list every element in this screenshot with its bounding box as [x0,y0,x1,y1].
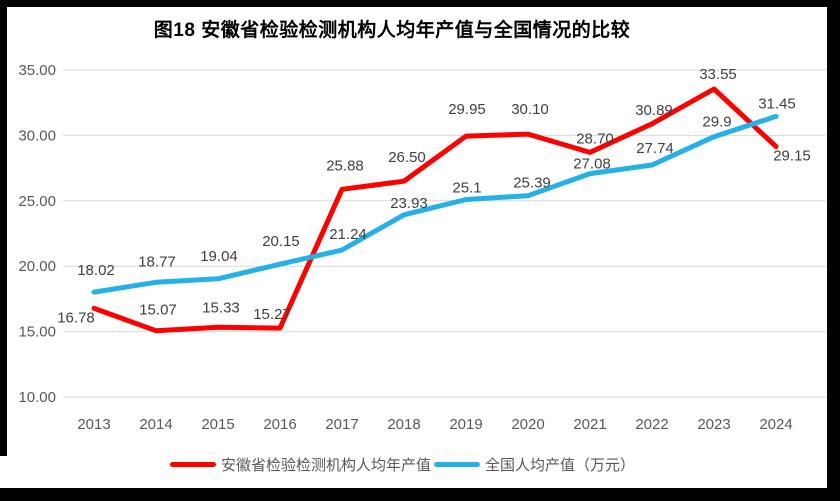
data-label: 29.95 [448,101,486,118]
series-line-1 [91,113,779,295]
x-tick-label: 2018 [387,416,420,433]
y-tick-label: 30.00 [18,127,56,144]
legend-label-anhui: 安徽省检验检测机构人均年产值 [221,456,432,474]
series-line-0 [91,86,779,334]
frame-top-border [0,0,840,7]
x-tick-label: 2023 [697,416,730,433]
legend-label-national: 全国人均产值（万元） [485,456,636,474]
data-label: 19.04 [200,248,238,265]
data-label: 33.55 [699,66,737,83]
data-label: 15.27 [253,306,291,323]
x-tick-label: 2016 [263,416,296,433]
data-label: 15.33 [202,299,240,316]
data-label: 21.24 [329,226,367,243]
data-label: 29.9 [702,114,731,131]
legend-item-anhui: 安徽省检验检测机构人均年产值 [170,454,431,475]
chart-title: 图18 安徽省检验检测机构人均年产值与全国情况的比较 [153,20,631,41]
data-label: 20.15 [262,233,300,250]
x-axis-labels: 2013 2014 2015 2016 2017 2018 2019 2020 2021 2022… [77,416,792,433]
data-label: 16.78 [57,309,95,326]
x-tick-label: 2019 [449,416,482,433]
data-label: 25.88 [326,157,364,174]
data-labels-series-0: 16.78 15.07 15.33 15.27 25.88 26.50 29.95 30.10… [57,66,811,326]
chart-legend: 安徽省检验检测机构人均年产值 全国人均产值（万元） [170,454,635,475]
y-tick-label: 10.00 [18,389,56,406]
data-label: 25.1 [452,179,481,196]
data-label: 27.08 [573,156,611,173]
x-tick-label: 2021 [573,416,606,433]
data-label: 25.39 [513,175,551,192]
x-tick-label: 2020 [511,416,544,433]
data-label: 26.50 [388,149,426,166]
data-label: 18.02 [77,262,115,279]
data-label: 31.45 [758,95,796,112]
legend-item-national: 全国人均产值（万元） [434,454,635,475]
data-label: 15.07 [139,302,177,319]
x-tick-label: 2013 [77,416,110,433]
frame-left-border [0,0,7,456]
data-label: 23.93 [390,195,428,212]
anhui-line-swatch-icon [170,461,216,467]
x-tick-label: 2024 [759,416,792,433]
x-tick-label: 2022 [635,416,668,433]
data-label: 28.70 [576,130,614,147]
y-tick-label: 35.00 [18,62,56,79]
frame-right-border [827,0,840,501]
data-label: 27.74 [636,140,674,157]
x-tick-label: 2014 [139,416,172,433]
data-labels-series-1: 18.02 18.77 19.04 20.15 21.24 23.93 25.1 25.39 2… [77,95,796,279]
national-line-swatch-icon [434,461,481,467]
data-label: 30.10 [511,101,549,118]
y-tick-label: 20.00 [18,258,56,275]
data-label: 18.77 [138,253,176,270]
y-tick-label: 15.00 [18,324,56,341]
gridlines [63,69,826,398]
x-tick-label: 2017 [325,416,358,433]
data-label: 30.89 [635,102,673,119]
x-tick-label: 2015 [201,416,234,433]
y-tick-label: 25.00 [18,193,56,210]
y-axis-labels: 10.00 15.00 20.00 25.00 30.00 35.00 [18,62,56,406]
frame-bottom-border [0,488,840,501]
data-label: 29.15 [773,148,811,165]
